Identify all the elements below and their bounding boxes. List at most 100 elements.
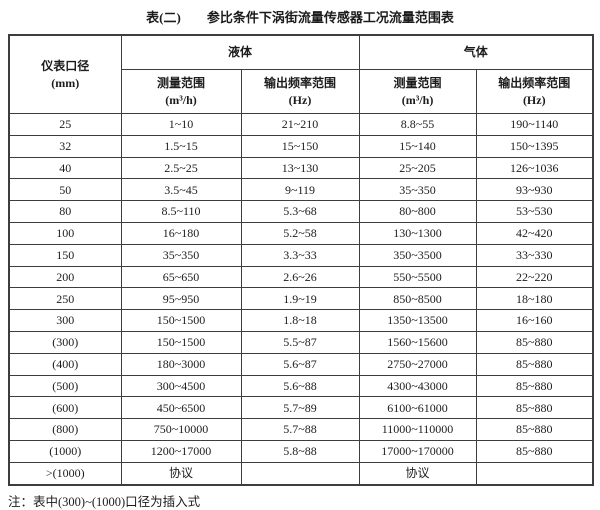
header-diameter: 仪表口径 (mm) [8, 34, 122, 114]
header-liquid: 液体 [120, 34, 360, 70]
header-gas-range: 测量范围 (m³/h) [358, 69, 477, 114]
liquid-range-cell: 16~180 [120, 221, 242, 245]
page-title: 表(二) 参比条件下涡街流量传感器工况流量范围表 [0, 0, 600, 34]
liquid-range-cell: 65~650 [120, 265, 242, 289]
gas-freq-cell: 150~1395 [475, 134, 594, 158]
gas-range-cell: 协议 [358, 461, 477, 486]
table-row: (300) 150~1500 5.5~87 1560~15600 85~880 [8, 330, 594, 354]
flow-range-table: 仪表口径 (mm) 液体 气体 测量范围 (m³/h) 输出频率范围 (Hz) … [8, 34, 595, 486]
diameter-cell: (800) [8, 418, 122, 441]
table-row: (600) 450~6500 5.7~89 6100~61000 85~880 [8, 396, 594, 420]
table-row: (400) 180~3000 5.6~87 2750~27000 85~880 [8, 352, 594, 376]
gas-range-cell: 550~5500 [358, 265, 477, 289]
gas-range-cell: 350~3500 [358, 243, 477, 267]
gas-freq-cell: 85~880 [475, 396, 594, 420]
liquid-freq-cell: 5.2~58 [240, 221, 360, 245]
table-title-text: 参比条件下涡街流量传感器工况流量范围表 [206, 10, 454, 25]
diameter-cell: (600) [8, 396, 122, 420]
table-row: 80 8.5~110 5.3~68 80~800 53~530 [8, 200, 594, 223]
gas-freq-cell: 85~880 [475, 439, 594, 463]
header-liquid-range-label: 测量范围 [156, 76, 205, 91]
gas-range-cell: 17000~170000 [358, 439, 477, 463]
liquid-range-cell: 180~3000 [120, 352, 242, 376]
gas-range-cell: 6100~61000 [358, 396, 477, 420]
diameter-cell: (400) [8, 352, 122, 376]
header-gas: 气体 [358, 34, 594, 70]
liquid-freq-cell: 9~119 [240, 178, 360, 202]
header-row-top: 仪表口径 (mm) 液体 气体 [8, 34, 594, 114]
header-gas-freq-label: 输出频率范围 [498, 76, 571, 91]
liquid-range-cell: 35~350 [120, 243, 242, 267]
diameter-cell: 50 [8, 178, 122, 202]
header-liquid-range: 测量范围 (m³/h) [120, 69, 242, 114]
table-header: 仪表口径 (mm) 液体 气体 测量范围 (m³/h) 输出频率范围 (Hz) … [8, 34, 594, 114]
header-gas-range-unit: (m³/h) [401, 92, 434, 107]
diameter-cell: 40 [8, 156, 122, 180]
gas-freq-cell: 33~330 [475, 243, 594, 267]
liquid-freq-cell: 15~150 [240, 134, 360, 158]
header-liquid-freq: 输出频率范围 (Hz) [240, 69, 360, 114]
gas-range-cell: 15~140 [358, 134, 477, 158]
liquid-range-cell: 750~10000 [120, 418, 242, 441]
liquid-freq-cell: 5.7~89 [240, 396, 360, 420]
header-gas-freq-unit: (Hz) [522, 92, 546, 107]
diameter-cell: (500) [8, 374, 122, 398]
liquid-freq-cell: 5.7~88 [240, 418, 360, 441]
liquid-range-cell: 150~1500 [120, 330, 242, 354]
gas-freq-cell: 16~160 [475, 309, 594, 332]
diameter-cell: 150 [8, 243, 122, 267]
header-liquid-freq-label: 输出频率范围 [264, 76, 337, 91]
header-diameter-label: 仪表口径 [41, 59, 90, 74]
liquid-freq-cell: 5.6~88 [240, 374, 360, 398]
liquid-freq-cell: 5.5~87 [240, 330, 360, 354]
liquid-freq-cell: 3.3~33 [240, 243, 360, 267]
gas-range-cell: 4300~43000 [358, 374, 477, 398]
liquid-freq-cell: 1.9~19 [240, 287, 360, 311]
table-row: (800) 750~10000 5.7~88 11000~110000 85~880 [8, 418, 594, 441]
gas-range-cell: 35~350 [358, 178, 477, 202]
gas-range-cell: 1350~13500 [358, 309, 477, 332]
liquid-range-cell: 150~1500 [120, 309, 242, 332]
table-number: 表(二) [146, 10, 181, 25]
table-row: 300 150~1500 1.8~18 1350~13500 16~160 [8, 309, 594, 332]
header-row-sub: 测量范围 (m³/h) 输出频率范围 (Hz) 测量范围 (m³/h) 输出频率… [9, 69, 594, 114]
header-gas-range-label: 测量范围 [393, 76, 442, 91]
table-row: (500) 300~4500 5.6~88 4300~43000 85~880 [8, 374, 594, 398]
table-row: 150 35~350 3.3~33 350~3500 33~330 [8, 243, 594, 267]
gas-range-cell: 8.8~55 [358, 113, 477, 136]
liquid-range-cell: 450~6500 [120, 396, 242, 420]
table-row: 25 1~10 21~210 8.8~55 190~1140 [8, 113, 594, 136]
gas-freq-cell: 22~220 [475, 265, 594, 289]
diameter-cell: 80 [8, 200, 122, 223]
table-row: 50 3.5~45 9~119 35~350 93~930 [8, 178, 594, 202]
header-gas-freq: 输出频率范围 (Hz) [475, 69, 594, 114]
gas-freq-cell: 42~420 [475, 221, 594, 245]
table-row: 200 65~650 2.6~26 550~5500 22~220 [8, 265, 594, 289]
gas-freq-cell: 85~880 [475, 418, 594, 441]
gas-range-cell: 850~8500 [358, 287, 477, 311]
liquid-freq-cell: 21~210 [240, 113, 360, 136]
gas-range-cell: 80~800 [358, 200, 477, 223]
diameter-cell: 300 [8, 309, 122, 332]
gas-freq-cell [475, 461, 594, 486]
gas-freq-cell: 85~880 [475, 330, 594, 354]
table-row: (1000) 1200~17000 5.8~88 17000~170000 85~880 [8, 439, 594, 463]
header-liquid-freq-unit: (Hz) [288, 92, 312, 107]
gas-freq-cell: 85~880 [475, 374, 594, 398]
diameter-cell: 25 [8, 113, 122, 136]
liquid-range-cell: 1200~17000 [120, 439, 242, 463]
diameter-cell: 100 [8, 221, 122, 245]
gas-freq-cell: 85~880 [475, 352, 594, 376]
table-row: 32 1.5~15 15~150 15~140 150~1395 [8, 134, 594, 158]
gas-freq-cell: 190~1140 [475, 113, 594, 136]
liquid-freq-cell [240, 461, 360, 486]
liquid-range-cell: 8.5~110 [120, 200, 242, 223]
liquid-range-cell: 300~4500 [120, 374, 242, 398]
liquid-freq-cell: 2.6~26 [240, 265, 360, 289]
gas-range-cell: 130~1300 [358, 221, 477, 245]
gas-freq-cell: 126~1036 [475, 156, 594, 180]
header-liquid-range-unit: (m³/h) [165, 92, 197, 107]
gas-range-cell: 1560~15600 [358, 330, 477, 354]
header-diameter-unit: (mm) [51, 75, 80, 90]
